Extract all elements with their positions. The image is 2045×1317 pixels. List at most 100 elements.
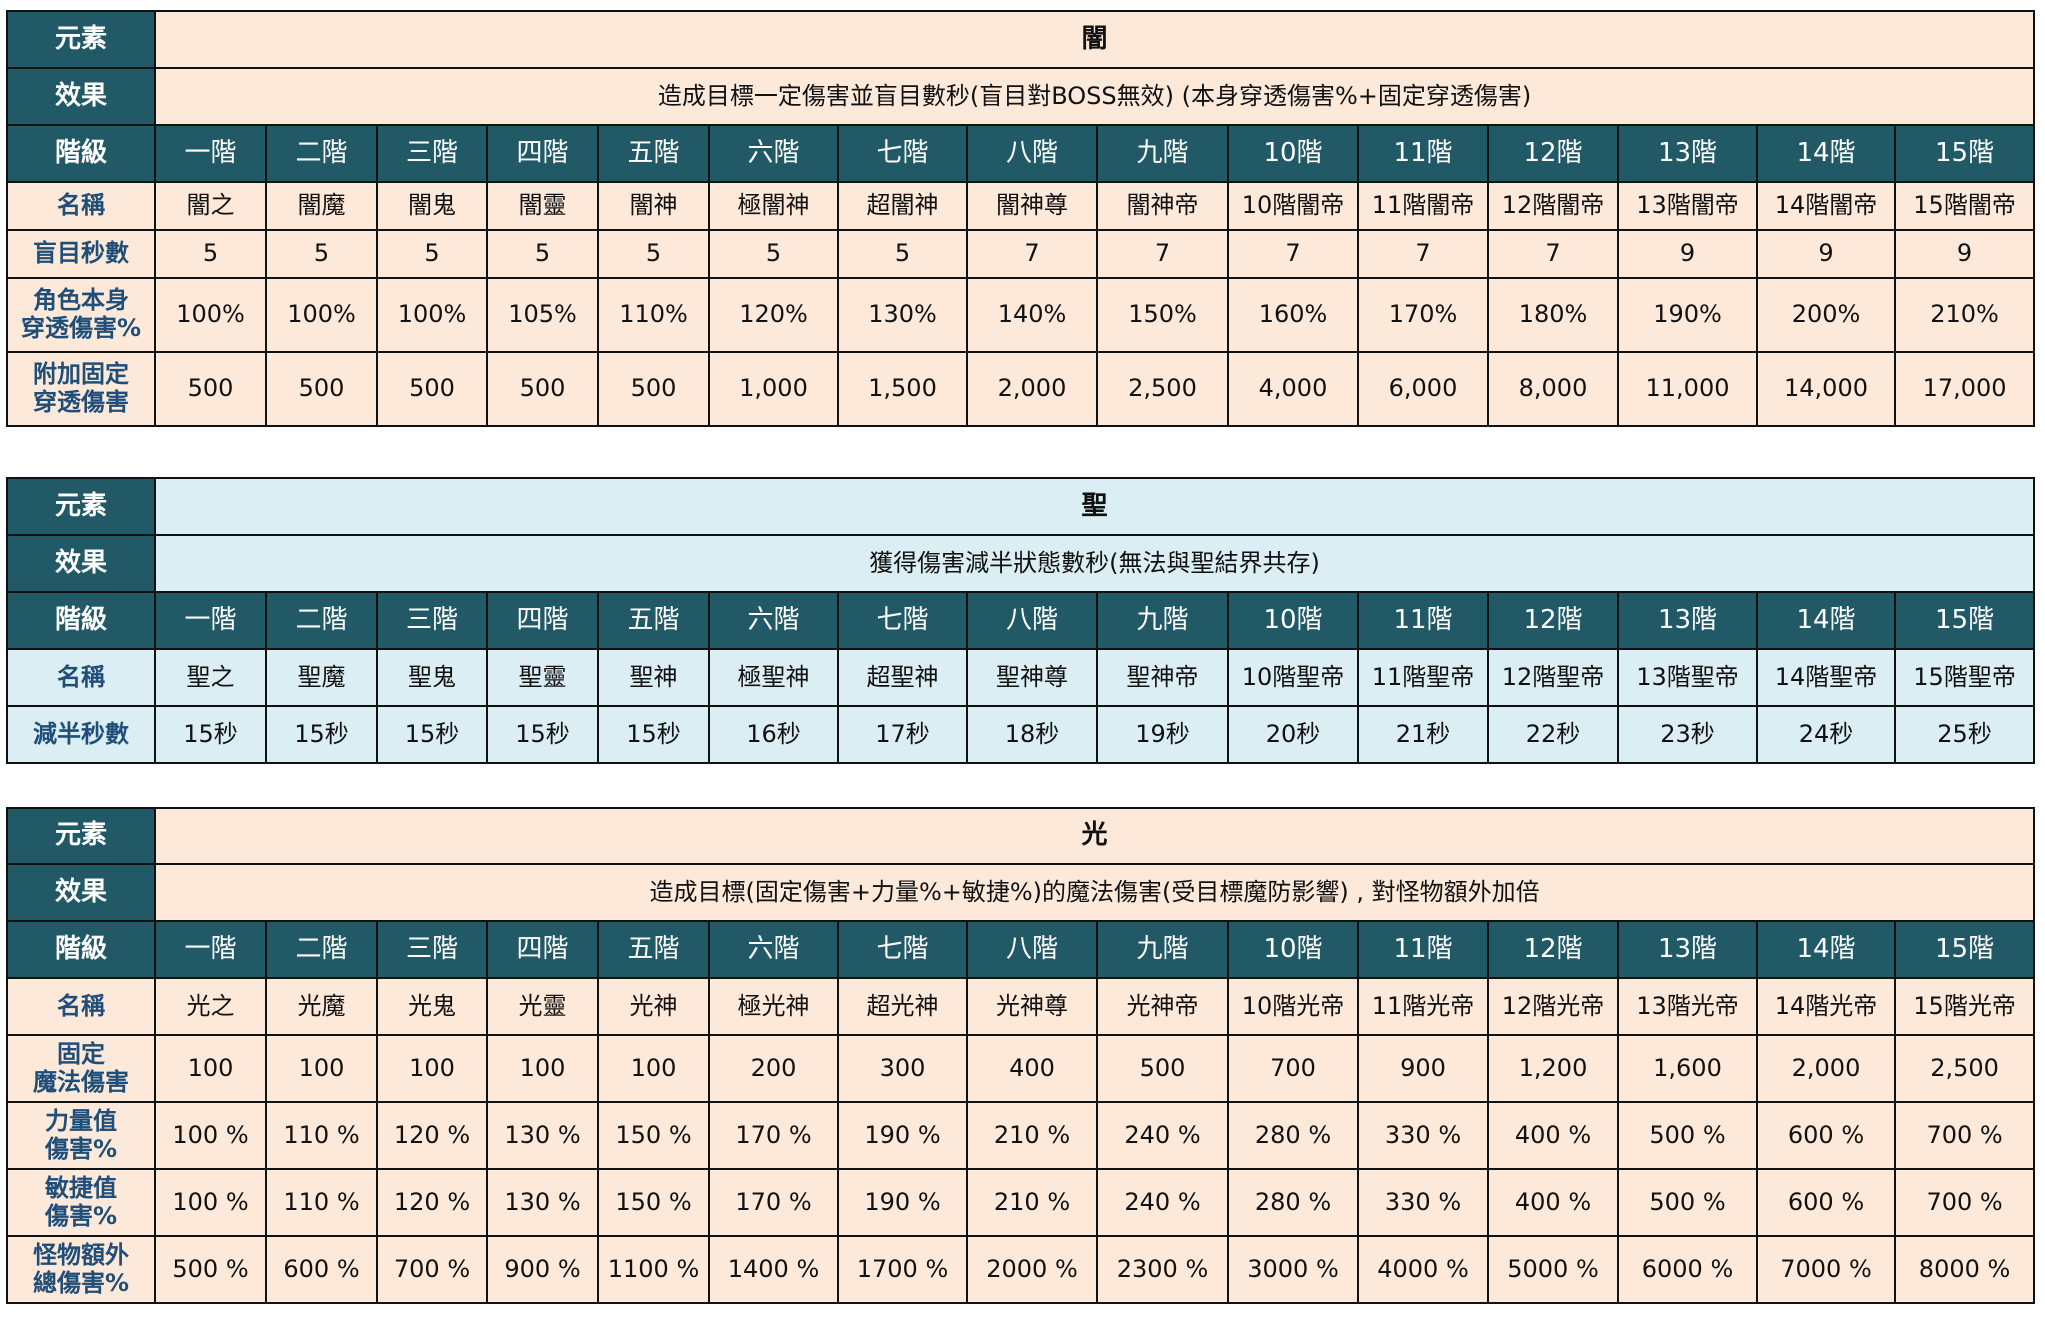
tier-label: 階級 — [6, 920, 156, 979]
value-cell: 100 — [376, 1034, 488, 1103]
tier-header: 13階 — [1617, 920, 1758, 979]
skill-name-cell: 光靈 — [486, 977, 599, 1036]
name-label: 名稱 — [6, 977, 156, 1036]
skill-name-cell: 聖魔 — [265, 648, 378, 707]
skill-name-cell: 14階闇帝 — [1756, 181, 1896, 231]
value-cell: 210 % — [966, 1168, 1098, 1237]
row-label: 敏捷值 傷害% — [6, 1168, 156, 1237]
tier-header: 12階 — [1487, 920, 1619, 979]
value-cell: 1,000 — [708, 351, 839, 427]
value-cell: 190 % — [837, 1168, 968, 1237]
tier-header: 10階 — [1227, 920, 1359, 979]
value-cell: 900 % — [486, 1235, 599, 1304]
value-cell: 5 — [597, 229, 710, 279]
value-cell: 400 — [966, 1034, 1098, 1103]
skill-name-cell: 超光神 — [837, 977, 968, 1036]
value-cell: 300 — [837, 1034, 968, 1103]
value-cell: 170 % — [708, 1101, 839, 1170]
tier-label: 階級 — [6, 591, 156, 650]
tier-header: 六階 — [708, 591, 839, 650]
tier-header: 一階 — [154, 591, 267, 650]
value-cell: 18秒 — [966, 705, 1098, 764]
tier-header: 15階 — [1893, 920, 2036, 979]
skill-name-cell: 闇鬼 — [376, 181, 488, 231]
value-cell: 11,000 — [1617, 351, 1758, 427]
value-cell: 1,200 — [1487, 1034, 1619, 1103]
value-cell: 15秒 — [154, 705, 267, 764]
value-cell: 100 — [265, 1034, 378, 1103]
table-row: 附加固定 穿透傷害 500 500 500 500 500 1,000 1,500 2,000 2,… — [6, 351, 2036, 427]
value-cell: 15秒 — [376, 705, 488, 764]
element-name: 闇 — [153, 10, 2036, 69]
value-cell: 7000 % — [1756, 1235, 1896, 1304]
value-cell: 5 — [376, 229, 488, 279]
row-label: 角色本身 穿透傷害% — [6, 277, 156, 353]
tier-header: 七階 — [837, 920, 968, 979]
skill-name-cell: 極闇神 — [708, 181, 839, 231]
tier-header: 12階 — [1487, 591, 1619, 650]
element-label: 元素 — [6, 807, 156, 865]
value-cell: 7 — [1096, 229, 1229, 279]
value-cell: 9 — [1617, 229, 1758, 279]
value-cell: 100 — [154, 1034, 267, 1103]
value-cell: 100% — [376, 277, 488, 353]
row-label: 力量值 傷害% — [6, 1101, 156, 1170]
tier-header: 14階 — [1756, 591, 1896, 650]
table-row: 力量值 傷害% 100 % 110 % 120 % 130 % 150 % 170 % 190 … — [6, 1101, 2036, 1170]
value-cell: 1,600 — [1617, 1034, 1758, 1103]
value-cell: 15秒 — [597, 705, 710, 764]
value-cell: 240 % — [1096, 1168, 1229, 1237]
skill-name-cell: 15階光帝 — [1893, 977, 2036, 1036]
value-cell: 9 — [1756, 229, 1896, 279]
value-cell: 120 % — [376, 1101, 488, 1170]
skill-name-cell: 12階聖帝 — [1487, 648, 1619, 707]
row-label: 怪物額外 總傷害% — [6, 1235, 156, 1304]
skill-name-cell: 12階光帝 — [1487, 977, 1619, 1036]
element-label: 元素 — [6, 10, 156, 69]
element-label: 元素 — [6, 477, 156, 536]
tier-header: 七階 — [837, 124, 968, 183]
tier-header: 三階 — [376, 920, 488, 979]
value-cell: 2,500 — [1893, 1034, 2036, 1103]
skill-name-cell: 11階聖帝 — [1357, 648, 1489, 707]
value-cell: 190 % — [837, 1101, 968, 1170]
element-row: 元素聖 — [6, 477, 2036, 536]
tier-header-row: 階級 一階 二階 三階 四階 五階 六階 七階 八階 九階 10階 11階 12階 13階 14階 15階 — [6, 920, 2036, 979]
value-cell: 6000 % — [1617, 1235, 1758, 1304]
skill-name-cell: 15階聖帝 — [1893, 648, 2036, 707]
tier-header: 九階 — [1096, 591, 1229, 650]
table-row: 固定 魔法傷害 100 100 100 100 100 200 300 400 500 700 900 1… — [6, 1034, 2036, 1103]
skill-name-cell: 聖神帝 — [1096, 648, 1229, 707]
name-row: 名稱 光之 光魔 光鬼 光靈 光神 極光神 超光神 光神尊 光神帝 10階光帝 11階光帝 12階光帝 1… — [6, 977, 2036, 1036]
tier-header: 三階 — [376, 124, 488, 183]
effect-row: 效果 造成目標(固定傷害+力量%+敏捷%)的魔法傷害(受目標魔防影響) , 對怪物… — [6, 863, 2036, 922]
value-cell: 7 — [1357, 229, 1489, 279]
value-cell: 22秒 — [1487, 705, 1619, 764]
skill-name-cell: 光鬼 — [376, 977, 488, 1036]
table-row: 敏捷值 傷害% 100 % 110 % 120 % 130 % 150 % 170 % 190 … — [6, 1168, 2036, 1237]
value-cell: 500 — [597, 351, 710, 427]
tier-header: 五階 — [597, 591, 710, 650]
tier-header: 11階 — [1357, 124, 1489, 183]
value-cell: 240 % — [1096, 1101, 1229, 1170]
effect-description: 造成目標一定傷害並盲目數秒(盲目對BOSS無效) (本身穿透傷害%+固定穿透傷害… — [153, 67, 2036, 126]
effect-description: 造成目標(固定傷害+力量%+敏捷%)的魔法傷害(受目標魔防影響) , 對怪物額外… — [153, 863, 2036, 922]
skill-name-cell: 13階光帝 — [1617, 977, 1758, 1036]
effect-row: 效果 造成目標一定傷害並盲目數秒(盲目對BOSS無效) (本身穿透傷害%+固定穿透… — [6, 67, 2036, 126]
tier-header: 六階 — [708, 920, 839, 979]
skill-name-cell: 闇神帝 — [1096, 181, 1229, 231]
tier-header: 二階 — [265, 920, 378, 979]
value-cell: 200% — [1756, 277, 1896, 353]
value-cell: 2,500 — [1096, 351, 1229, 427]
value-cell: 130 % — [486, 1101, 599, 1170]
value-cell: 140% — [966, 277, 1098, 353]
value-cell: 500 % — [1617, 1168, 1758, 1237]
value-cell: 700 % — [1893, 1168, 2036, 1237]
table-row: 減半秒數 15秒 15秒 15秒 15秒 15秒 16秒 17秒 18秒 19秒 20秒 21秒 22秒… — [6, 705, 2036, 764]
value-cell: 130 % — [486, 1168, 599, 1237]
value-cell: 100% — [154, 277, 267, 353]
tier-header: 10階 — [1227, 591, 1359, 650]
value-cell: 280 % — [1227, 1101, 1359, 1170]
value-cell: 5000 % — [1487, 1235, 1619, 1304]
skill-name-cell: 超闇神 — [837, 181, 968, 231]
